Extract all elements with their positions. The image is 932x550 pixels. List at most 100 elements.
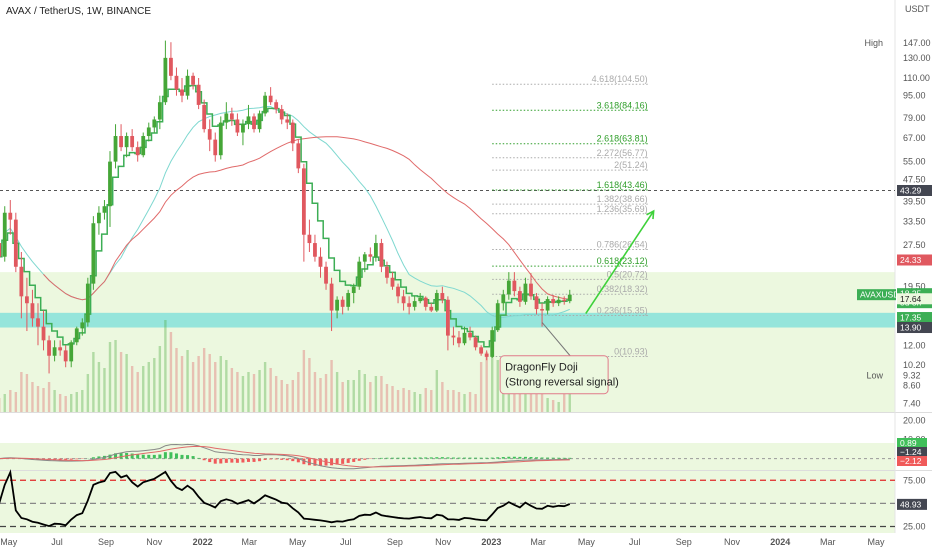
volume-bar [385,384,389,412]
macd-histogram-bar [429,457,433,459]
price-tick-label: 9.32 [903,371,921,381]
macd-histogram-bar [224,458,228,463]
candle-body [13,219,18,267]
callout-box [499,355,609,395]
volume-bar [153,358,156,412]
price-tick-label: 10.20 [903,360,926,370]
time-tick-label: Mar [242,537,258,547]
volume-bar [92,352,95,412]
volume-bar [330,360,333,412]
price-tag-bg [897,254,932,266]
price-tick-label: 19.50 [903,282,926,292]
rsi-line [0,469,571,528]
volume-bar [169,332,173,412]
candle-body [196,84,201,105]
volume-bar [14,392,18,412]
candle-body [252,116,256,130]
candle-body [313,243,317,257]
volume-bar [491,354,494,412]
macd-histogram-bar [202,458,206,461]
candle-body [108,161,112,207]
volume-bar [313,372,317,412]
volume-bar [58,394,62,412]
candle-body [235,119,240,133]
time-tick-label: Jul [51,537,63,547]
volume-bar [97,362,101,412]
ma-long-line [43,136,570,301]
volume-bar [496,360,499,412]
candle-body [545,299,550,311]
time-tick-label: May [289,537,307,547]
candle-body [119,136,123,148]
volume-bar [81,390,84,412]
candle-body [457,337,461,344]
time-axis: May Jul Sep Nov 2022 Mar May Jul Sep Nov 2023 Mar Ma… [0,537,885,547]
time-tick-label: May [0,537,18,547]
macd-histogram-bar [258,458,262,462]
time-tick-label: May [868,537,886,547]
candle-body [407,303,412,307]
fib-level-label: 0.5(20.72) [607,269,648,279]
rsi-background [0,471,895,533]
candle-body [135,147,140,156]
volume-bar [214,362,217,412]
time-tick-label: Nov [146,537,163,547]
volume-bar [119,352,123,412]
volume-bar [263,362,267,412]
fib-level-label: 2(51.24) [614,160,648,170]
price-tick-label: 147.00 [903,38,931,48]
candle-body [74,328,79,343]
volume-bar [53,390,56,412]
macd-value-tag: −1.24 [900,447,922,457]
macd-value-tag: −2.12 [900,456,922,466]
macd-histogram-bar [108,454,112,459]
projection-arrow-head [646,209,655,220]
price-tag: AVAXUSDT [857,289,905,301]
volume-bar [540,392,544,412]
macd-histogram-bar [507,456,511,459]
volume-bar [308,358,311,412]
volume-bar [280,380,283,412]
price-axis: 147.00 130.00 110.00 95.00 79.00 67.00 55.00 47… [857,38,932,532]
price-tag: 17.35 [897,312,932,324]
price-tag-bg [897,312,932,324]
time-tick-label: Nov [724,537,741,547]
candle-body [229,113,234,120]
macd-value-tag-bg [897,447,927,457]
macd-histogram-bar [468,457,472,459]
candle-body [440,293,445,300]
candle-body [157,102,162,120]
price-tag-label: 13.90 [900,323,922,333]
macd-histogram-bar [174,453,178,459]
macd-histogram-bar [363,458,367,460]
macd-tick-label: 20.00 [903,416,926,426]
candle-body [2,212,7,257]
macd-histogram-bar [313,458,317,466]
volume-bar [252,374,256,412]
macd-histogram-bar [318,458,322,466]
candle-body [362,254,367,262]
price-tick-label: 47.50 [903,174,926,184]
candle-body [202,104,207,130]
fib-level-label: 1.382(38.66) [597,194,648,204]
rsi-value-tag-bg [897,498,927,510]
time-tick-label: Sep [387,537,403,547]
macd-histogram-bar [335,458,339,465]
price-tick-label: 79.00 [903,113,926,123]
candle-body [263,95,267,114]
candle-body [346,293,351,307]
price-tick-label: 12.00 [903,340,926,350]
macd-histogram-bar [451,457,455,459]
price-tag-bg [897,322,932,334]
volume-bar [291,380,294,412]
volume-bar [546,398,549,412]
annotations-layer: DragonFly Doji (Strong reversal signal) [499,209,655,395]
macd-histogram-bar [302,458,306,465]
macd-histogram-bar [263,458,267,460]
price-tick-label: 95.00 [903,91,926,101]
macd-histogram-bar [379,457,383,459]
time-tick-label: 2022 [193,537,213,547]
candle-body [224,113,229,123]
volume-bar [335,372,339,412]
